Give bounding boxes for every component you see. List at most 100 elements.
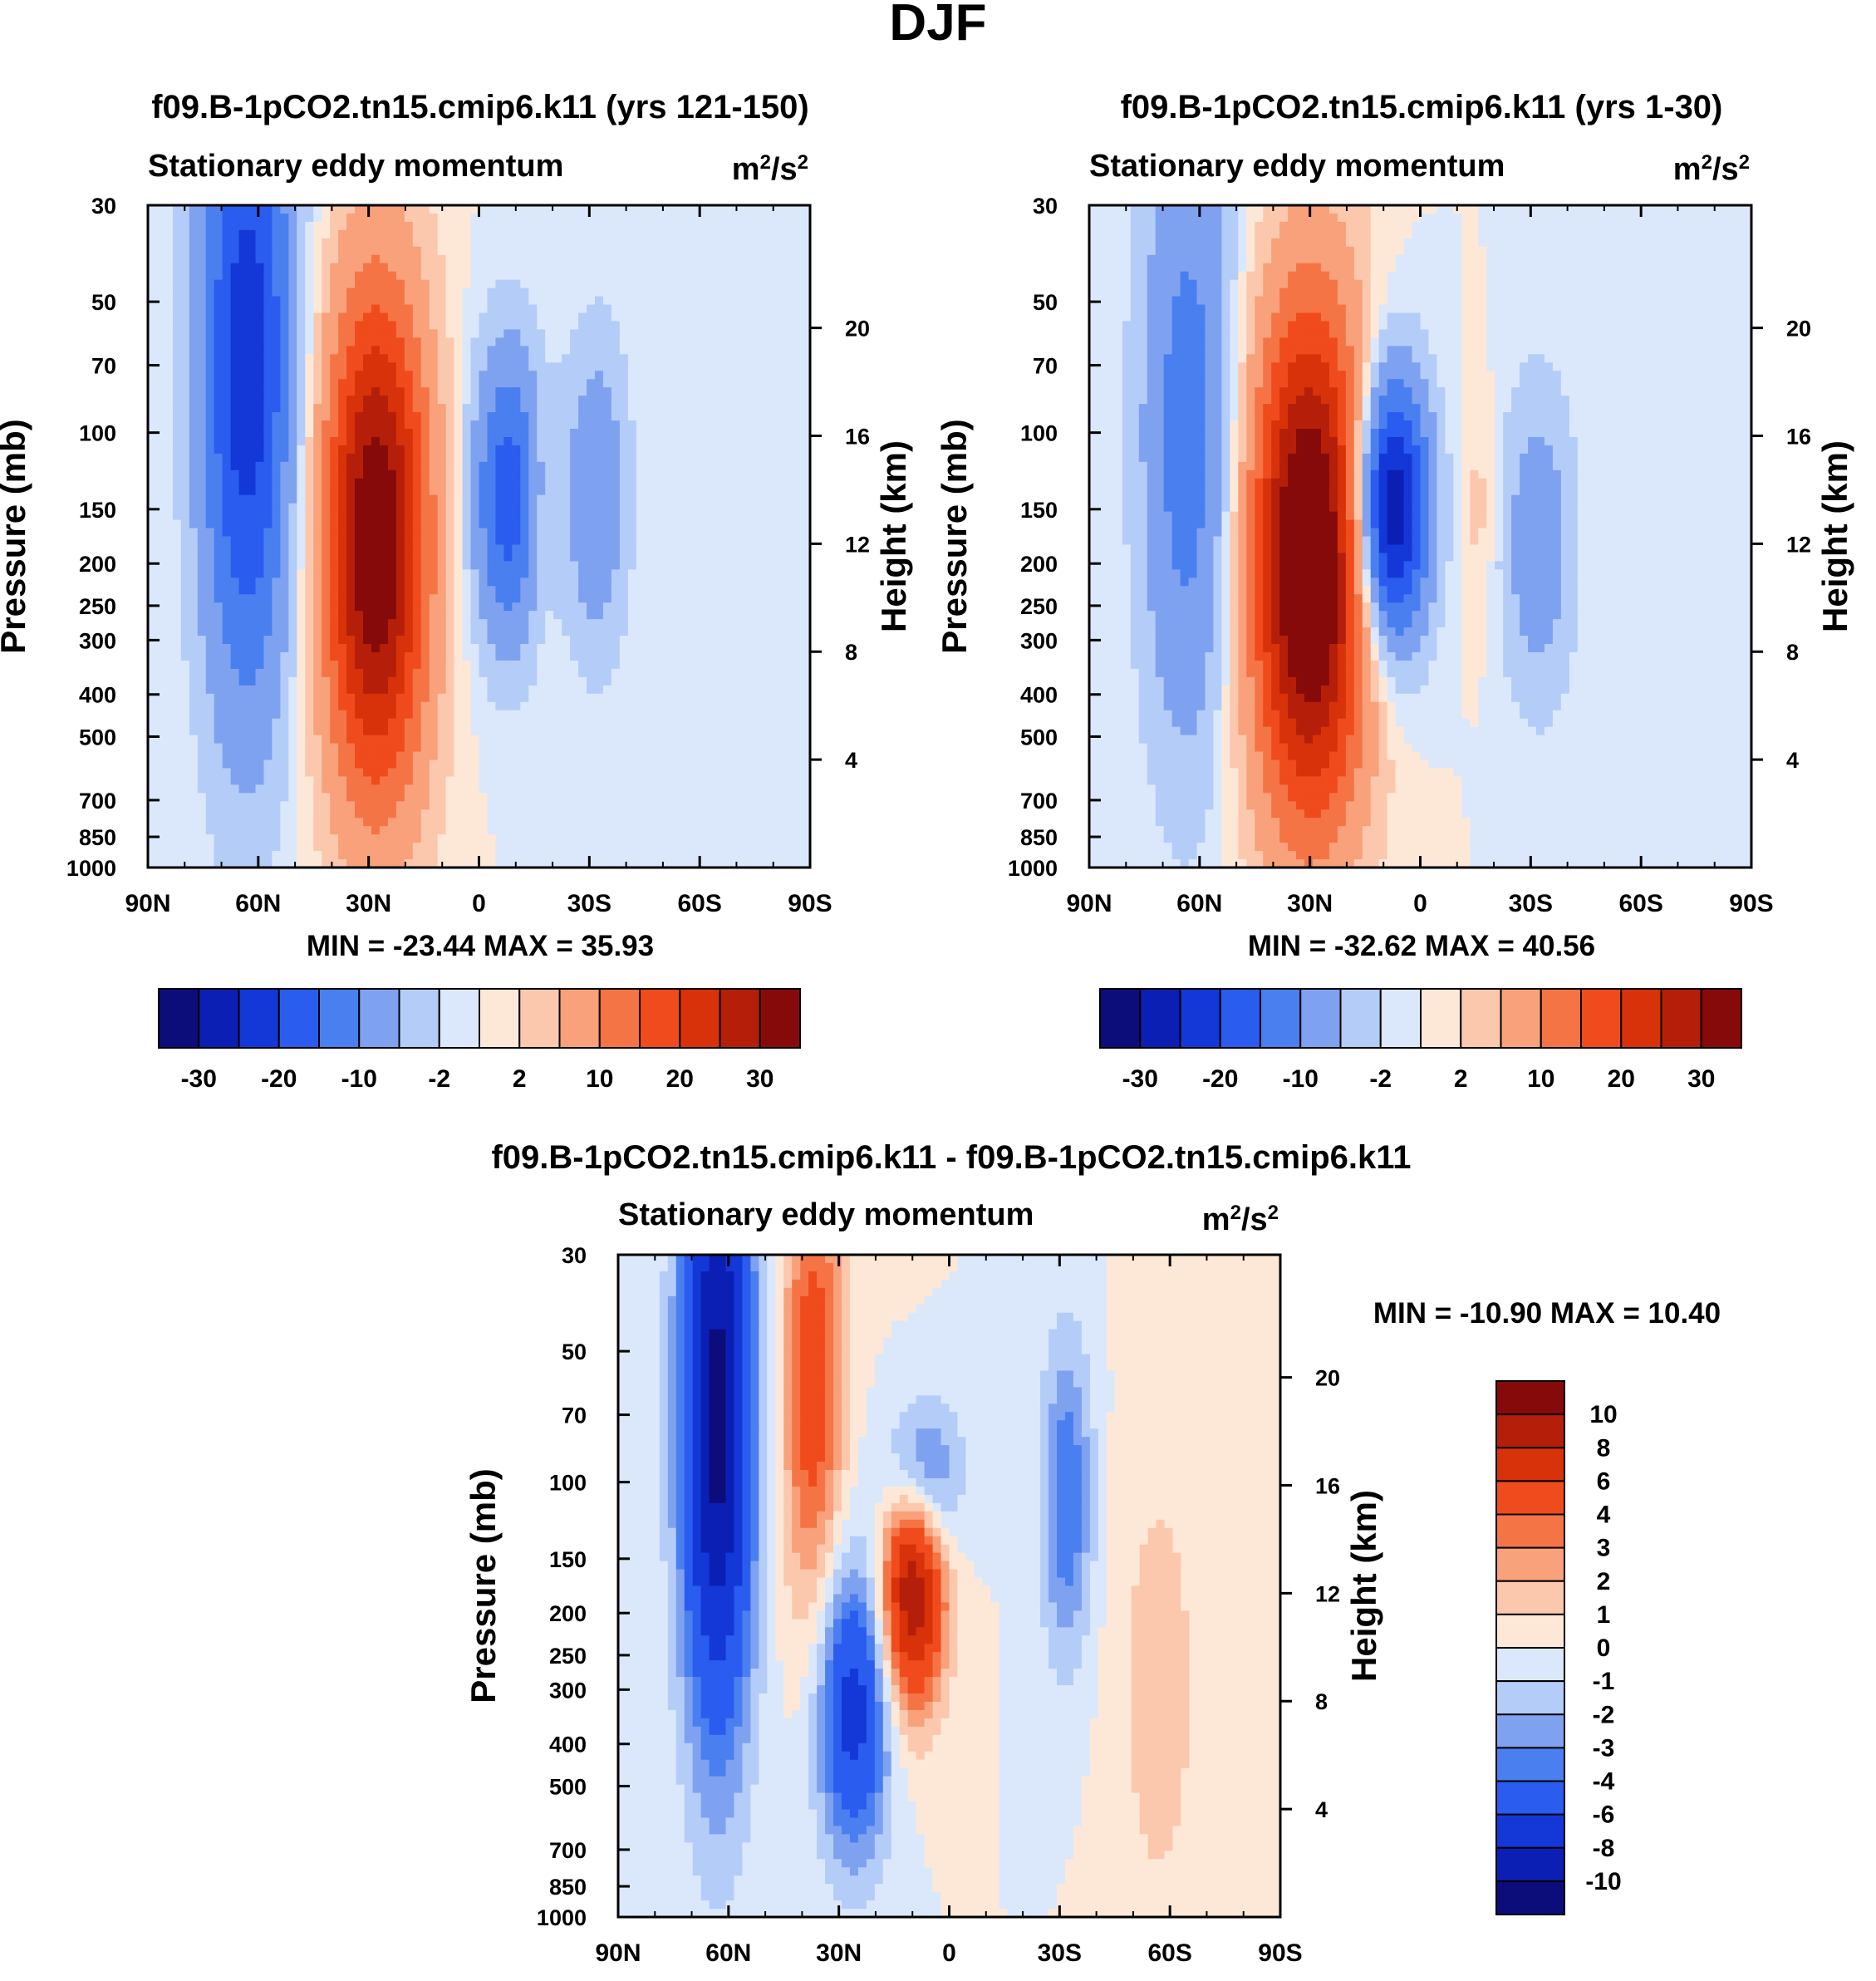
field-cell — [255, 676, 265, 686]
field-cell — [197, 528, 207, 538]
field-cell — [760, 494, 769, 504]
field-cell — [644, 296, 654, 306]
field-cell — [594, 428, 604, 438]
field-cell — [694, 494, 704, 504]
field-cell — [619, 660, 629, 670]
field-cell — [578, 371, 587, 380]
field-cell — [238, 387, 248, 396]
field-cell — [553, 536, 562, 546]
field-cell — [602, 693, 612, 703]
field-cell — [230, 404, 240, 413]
field-cell — [495, 578, 504, 587]
field-cell — [172, 668, 182, 678]
field-cell — [462, 428, 472, 438]
field-cell — [155, 213, 165, 223]
field-cell — [802, 321, 811, 331]
field-cell — [627, 263, 637, 273]
field-cell — [479, 354, 489, 363]
field-cell — [155, 602, 165, 612]
field-cell — [338, 627, 347, 637]
field-cell — [387, 619, 397, 628]
field-cell — [230, 254, 240, 264]
field-cell — [470, 453, 480, 463]
field-cell — [661, 229, 670, 239]
field-cell — [562, 428, 571, 438]
field-cell — [578, 428, 587, 438]
field-cell — [644, 569, 654, 578]
field-cell — [727, 486, 736, 496]
field-cell — [644, 337, 654, 347]
field-cell — [520, 602, 529, 612]
field-cell — [752, 354, 761, 363]
field-cell — [462, 569, 472, 578]
field-cell — [752, 636, 761, 645]
field-cell — [313, 701, 322, 711]
field-cell — [230, 544, 240, 554]
field-cell — [437, 221, 447, 231]
field-cell — [429, 271, 439, 281]
field-cell — [272, 321, 281, 331]
field-cell — [694, 404, 704, 413]
field-cell — [669, 354, 679, 363]
field-cell — [752, 619, 761, 628]
field-cell — [205, 205, 215, 214]
field-cell — [445, 602, 455, 612]
field-cell — [710, 238, 720, 248]
field-cell — [470, 710, 480, 720]
field-cell — [611, 685, 621, 695]
field-cell — [479, 660, 489, 670]
field-cell — [752, 246, 761, 256]
field-cell — [255, 486, 265, 496]
field-cell — [744, 578, 753, 587]
field-cell — [611, 478, 621, 488]
field-cell — [495, 337, 504, 347]
field-cell — [288, 362, 297, 371]
field-cell — [636, 445, 646, 455]
field-cell — [710, 420, 720, 430]
field-cell — [371, 602, 381, 612]
field-cell — [727, 254, 736, 264]
field-cell — [164, 611, 174, 620]
field-cell — [793, 263, 803, 273]
field-cell — [214, 519, 223, 529]
field-cell — [263, 701, 273, 711]
field-cell — [785, 371, 794, 380]
field-cell — [462, 346, 472, 355]
field-cell — [719, 396, 728, 405]
field-cell — [437, 651, 447, 661]
field-cell — [735, 263, 744, 273]
field-cell — [338, 296, 347, 306]
field-cell — [404, 528, 414, 538]
field-cell — [578, 396, 587, 405]
field-cell — [669, 213, 679, 223]
field-cell — [363, 387, 372, 396]
field-cell — [587, 636, 596, 645]
field-cell — [512, 329, 521, 338]
field-cell — [611, 238, 621, 248]
field-cell — [785, 379, 794, 388]
field-cell — [760, 644, 769, 653]
field-cell — [587, 279, 596, 289]
field-cell — [255, 602, 265, 612]
field-cell — [479, 420, 489, 430]
field-cell — [429, 478, 439, 488]
field-cell — [594, 553, 604, 562]
field-cell — [238, 602, 248, 612]
field-cell — [180, 238, 190, 248]
field-cell — [636, 246, 646, 256]
field-cell — [611, 221, 621, 231]
field-cell — [545, 685, 554, 695]
field-cell — [297, 486, 306, 496]
field-cell — [570, 494, 579, 504]
field-cell — [495, 453, 504, 463]
field-cell — [562, 693, 571, 703]
field-cell — [677, 578, 687, 587]
field-cell — [445, 528, 455, 538]
field-cell — [387, 221, 397, 231]
field-cell — [313, 412, 322, 421]
field-cell — [164, 718, 174, 728]
field-cell — [322, 461, 331, 471]
field-cell — [636, 396, 646, 405]
field-cell — [437, 461, 447, 471]
field-cell — [611, 279, 621, 289]
